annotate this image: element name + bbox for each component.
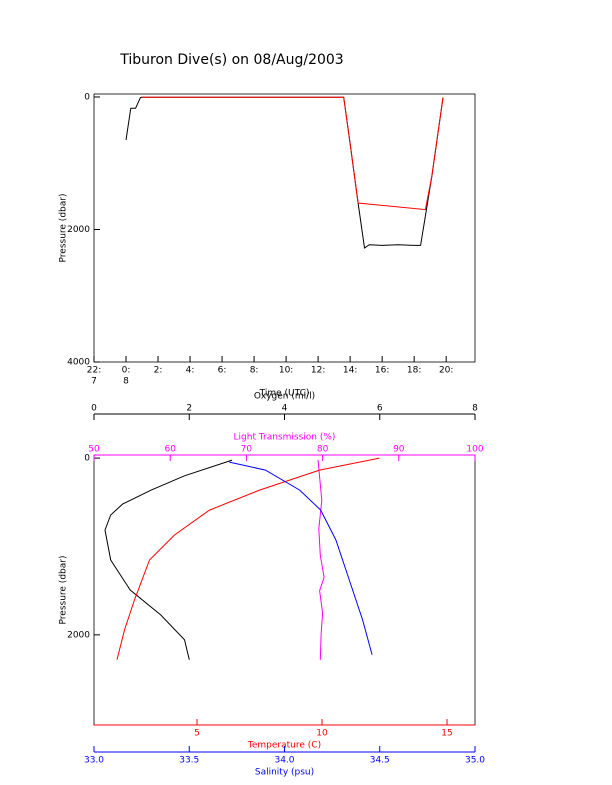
x-tick-label: 10: [279,366,293,376]
x-tick-label: 8: [250,366,259,376]
x-axis-label: Salinity (psu) [255,768,314,778]
y-tick-label: 0 [84,454,90,464]
y-tick-label: 0 [84,92,90,102]
x-axis-label: Light Transmission (%) [234,433,336,443]
data-line [104,459,233,660]
x-tick-label: 80 [317,445,329,455]
x-tick-label: 34.5 [370,756,390,766]
x-tick-label: 2: [154,366,163,376]
x-tick-label: 6 [377,404,383,414]
x-tick-label: 18: [407,366,421,376]
y-tick-label: 4000 [67,358,90,368]
x-axis-label: Oxygen (ml/l) [254,392,315,402]
y-axis-label: Pressure (dbar) [59,556,69,625]
x-tick-label: 5 [194,729,200,739]
data-line [116,457,380,660]
chart-title: Tiburon Dive(s) on 08/Aug/2003 [119,52,343,68]
x-tick-label: 2 [186,404,192,414]
x-tick-label: 60 [164,445,176,455]
x-tick-label: 14: [343,366,357,376]
data-line [229,461,373,655]
data-line [142,96,444,211]
x-axis-label: Temperature (C) [247,741,321,751]
x-tick-label: 8 [472,404,478,414]
x-tick-label: 12: [311,366,325,376]
x-tick-label: 0: [122,366,131,376]
x-tick-label: 15 [441,729,452,739]
x-tick-label: 6: [218,366,227,376]
x-tick-label: 34.0 [274,756,294,766]
x-tick-label: 50 [88,445,100,455]
x-tick-label: 10 [316,729,328,739]
x-tick-label: 0 [91,404,97,414]
x-tick-label: 90 [393,445,405,455]
x-tick-label: 33.5 [179,756,199,766]
x-tick-sublabel: 7 [91,377,97,387]
x-axis-label: Time (UTC) [259,389,310,399]
y-tick-label: 2000 [67,225,90,235]
plot-frame [93,93,476,363]
x-tick-label: 70 [241,445,253,455]
x-tick-label: 16: [375,366,389,376]
x-tick-label: 4 [282,404,288,414]
x-tick-label: 20: [439,366,453,376]
x-tick-label: 33.0 [84,756,104,766]
x-tick-label: 35.0 [465,756,485,766]
data-line [125,96,444,249]
x-tick-label: 100 [466,445,483,455]
data-line [317,459,325,660]
y-tick-label: 2000 [67,630,90,640]
x-tick-sublabel: 8 [123,377,129,387]
plot-frame [93,454,476,726]
x-tick-label: 22: [87,366,101,376]
y-axis-label: Pressure (dbar) [59,194,69,263]
x-tick-label: 4: [186,366,195,376]
